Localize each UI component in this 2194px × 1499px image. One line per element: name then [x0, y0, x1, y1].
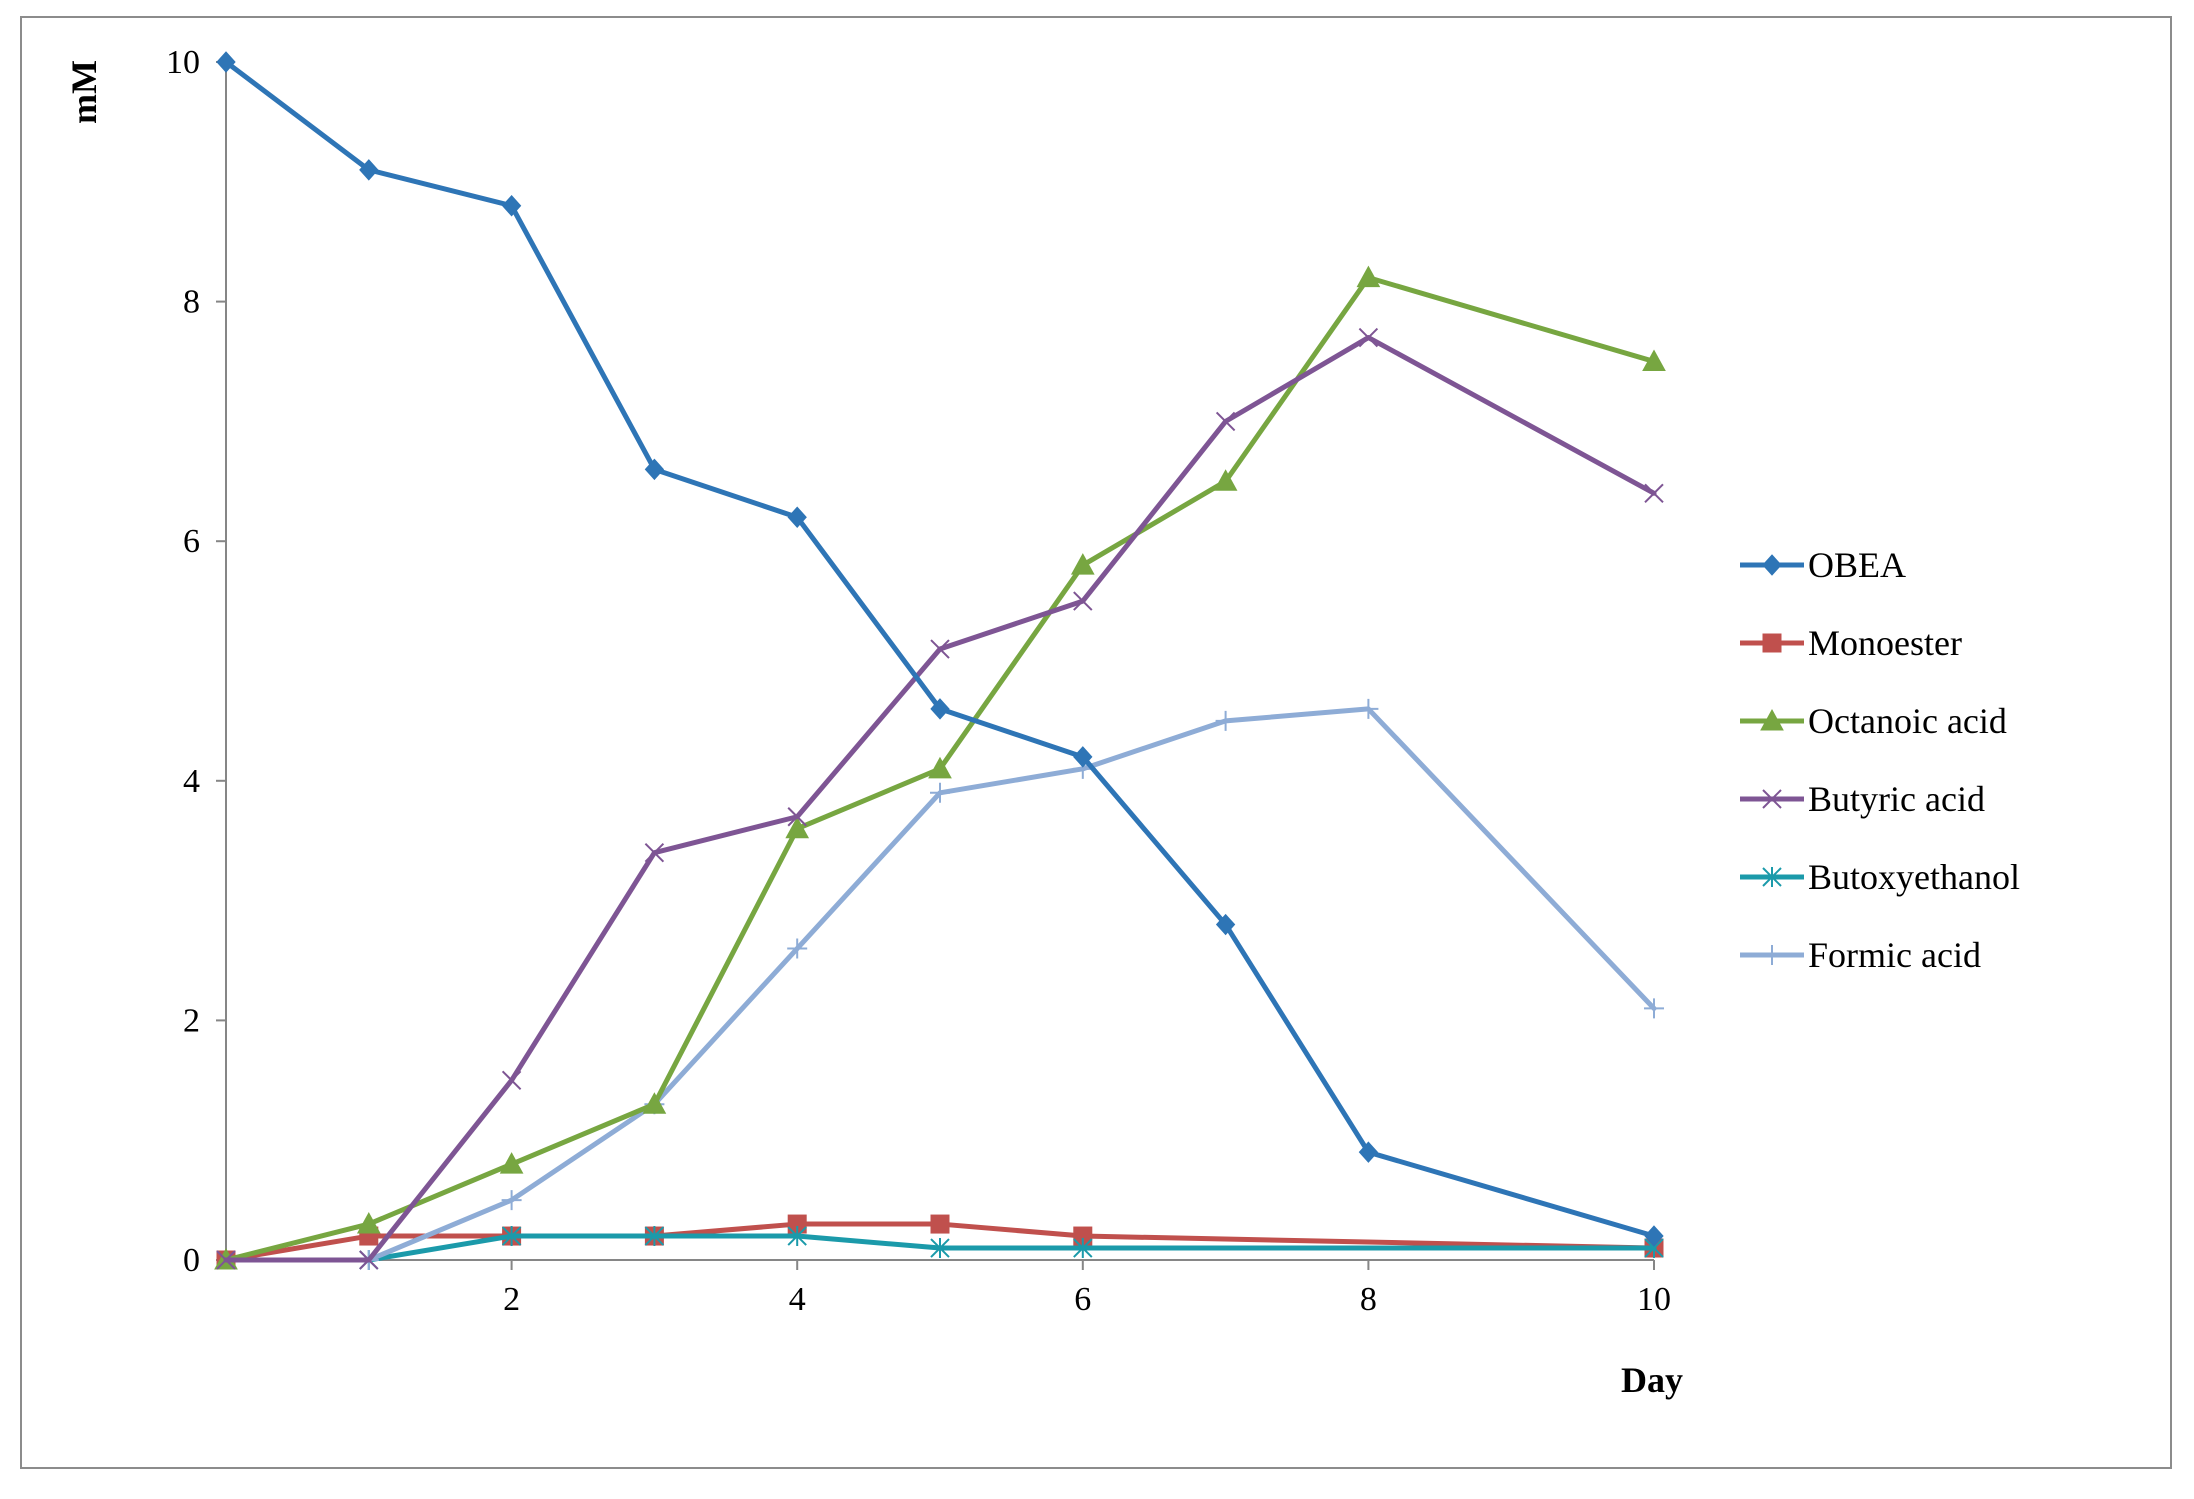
obea-point — [1215, 913, 1236, 936]
legend-item-obea: OBEA — [1740, 545, 1906, 585]
butyric-acid-line — [223, 335, 1657, 1263]
butyric-acid-point — [1358, 327, 1379, 348]
butoxyethanol-point — [1073, 1238, 1093, 1259]
legend-swatch-marker — [1762, 554, 1782, 576]
legend-item-monoester: Monoester — [1740, 623, 1962, 663]
obea-point — [787, 506, 807, 528]
butyric-acid-point — [1215, 411, 1236, 432]
butyric-acid-point — [644, 842, 665, 863]
axes: 0 2 4 6 8 10 2 4 6 8 10 — [166, 44, 1671, 1318]
x-axis-title: Day — [1621, 1360, 1683, 1400]
legend-label: Monoester — [1808, 623, 1962, 663]
legend-label: Octanoic acid — [1808, 701, 2007, 741]
butoxyethanol-point — [930, 1238, 950, 1259]
series-butyric-acid — [216, 327, 1664, 1270]
legend-swatch-marker — [1762, 945, 1782, 965]
butoxyethanol-point — [644, 1226, 665, 1247]
y-tick-label: 0 — [183, 1242, 200, 1279]
chart-frame — [20, 16, 2172, 1469]
obea-point — [501, 195, 522, 217]
obea-point — [1358, 1141, 1379, 1163]
monoester-line — [223, 1221, 1657, 1263]
formic-acid-point — [1215, 710, 1236, 731]
legend-swatch-marker — [1762, 633, 1782, 653]
legend-item-butoxyethanol: Butoxyethanol — [1740, 857, 2020, 897]
legend-swatch-marker — [1762, 789, 1782, 809]
legend-item-butyric-acid: Butyric acid — [1740, 779, 1985, 819]
legend-item-octanoic-acid: Octanoic acid — [1740, 701, 2007, 741]
x-tick-label: 6 — [1074, 1281, 1091, 1318]
butyric-acid-point — [501, 1070, 522, 1091]
formic-acid-point — [1644, 998, 1664, 1019]
y-tick-label: 4 — [183, 763, 200, 800]
octanoic-acid-point — [499, 1152, 524, 1174]
obea-point — [644, 458, 665, 481]
x-tick-label: 10 — [1637, 1281, 1671, 1318]
butyric-acid-point — [930, 639, 950, 659]
series-formic-acid — [358, 698, 1664, 1270]
legend-swatch-marker — [1760, 708, 1784, 731]
butoxyethanol-point — [501, 1226, 522, 1247]
legend-item-formic-acid: Formic acid — [1740, 935, 1981, 975]
obea-point — [1073, 746, 1093, 768]
obea-point — [216, 51, 236, 73]
x-tick-label: 8 — [1360, 1281, 1377, 1318]
x-tick-label: 4 — [789, 1281, 806, 1318]
formic-acid-point — [787, 938, 808, 959]
butyric-acid-point — [787, 807, 807, 827]
y-axis-title: mM — [64, 60, 104, 124]
y-tick-label: 10 — [166, 44, 200, 81]
series-butoxyethanol — [359, 1226, 1664, 1270]
y-tick-label: 2 — [183, 1002, 200, 1039]
obea-line — [223, 59, 1657, 1239]
obea-point — [1644, 1225, 1664, 1247]
y-tick-label: 6 — [183, 523, 200, 560]
legend-label: OBEA — [1808, 545, 1906, 585]
obea-point — [359, 159, 379, 181]
legend-swatch-marker — [1762, 867, 1782, 887]
formic-acid-point — [1358, 698, 1379, 719]
series-obea — [216, 51, 1664, 1247]
butyric-acid-point — [359, 1250, 379, 1270]
formic-acid-point — [930, 782, 950, 803]
butyric-acid-point — [1073, 591, 1093, 611]
octanoic-acid-point — [928, 756, 952, 779]
octanoic-acid-point — [1642, 349, 1666, 371]
series-layer — [214, 51, 1666, 1270]
x-tick-label: 2 — [503, 1281, 520, 1318]
octanoic-acid-point — [785, 816, 810, 839]
octanoic-acid-point — [1213, 469, 1238, 491]
legend: OBEA Monoester Octanoic acid Butyric acid Bu… — [1740, 545, 2020, 975]
butyric-acid-point — [216, 1250, 236, 1270]
formic-acid-point — [501, 1190, 522, 1211]
obea-point — [930, 698, 950, 720]
octanoic-acid-point — [1070, 553, 1095, 575]
legend-label: Butoxyethanol — [1808, 857, 2020, 897]
y-tick-label: 8 — [183, 284, 200, 321]
octanoic-acid-point — [1356, 265, 1381, 288]
butoxyethanol-line — [366, 1233, 1657, 1263]
series-octanoic-acid — [214, 265, 1666, 1270]
butyric-acid-point — [1644, 483, 1664, 503]
octanoic-acid-point — [356, 1212, 381, 1234]
octanoic-acid-point — [642, 1092, 667, 1114]
butoxyethanol-point — [787, 1226, 807, 1247]
legend-label: Butyric acid — [1808, 779, 1985, 819]
monoester-point — [930, 1214, 950, 1234]
legend-label: Formic acid — [1808, 935, 1981, 975]
